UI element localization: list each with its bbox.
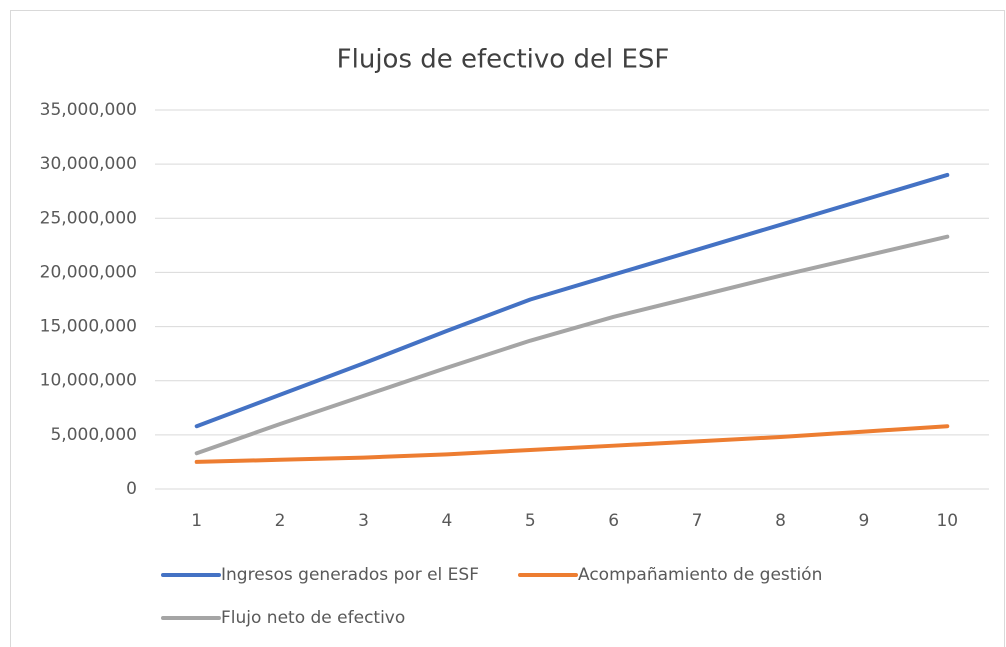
series-line — [194, 424, 950, 464]
y-tick-label: 30,000,000 — [40, 154, 137, 174]
x-tick-label: 3 — [358, 511, 369, 531]
y-tick-label: 0 — [126, 479, 137, 499]
y-tick-label: 25,000,000 — [40, 208, 137, 228]
y-tick-label: 15,000,000 — [40, 317, 137, 337]
x-tick-label: 8 — [775, 511, 786, 531]
y-tick-label: 5,000,000 — [50, 425, 137, 445]
x-tick-label: 9 — [858, 511, 869, 531]
chart-frame — [10, 10, 1005, 647]
x-tick-label: 10 — [936, 511, 958, 531]
series-line — [194, 234, 950, 456]
x-tick-label: 1 — [191, 511, 202, 531]
x-tick-label: 7 — [692, 511, 703, 531]
y-tick-label: 35,000,000 — [40, 100, 137, 120]
chart-title: Flujos de efectivo del ESF — [337, 45, 670, 75]
series-line — [194, 172, 950, 429]
y-tick-label: 20,000,000 — [40, 262, 137, 282]
legend-label: Ingresos generados por el ESF — [221, 565, 479, 585]
x-tick-label: 2 — [275, 511, 286, 531]
x-tick-label: 5 — [525, 511, 536, 531]
legend-label: Acompañamiento de gestión — [578, 565, 822, 585]
x-tick-label: 6 — [608, 511, 619, 531]
x-tick-label: 4 — [441, 511, 452, 531]
y-tick-label: 10,000,000 — [40, 371, 137, 391]
legend-label: Flujo neto de efectivo — [221, 608, 405, 628]
